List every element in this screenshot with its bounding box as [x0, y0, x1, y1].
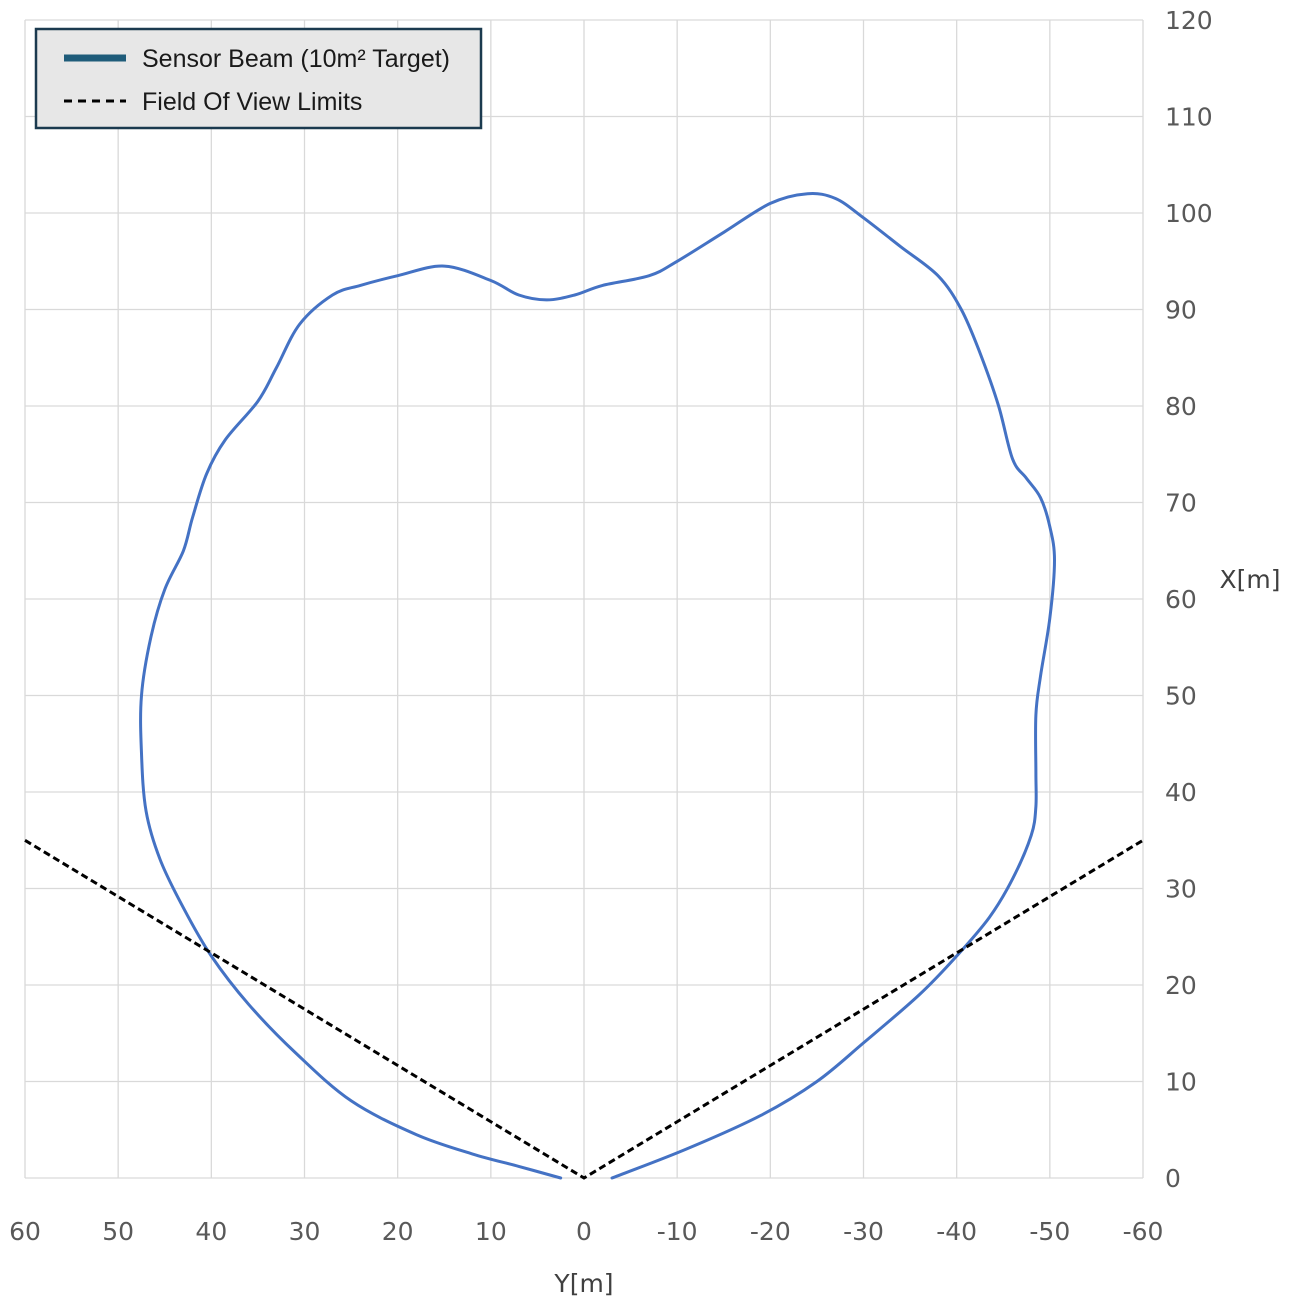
legend: Sensor Beam (10m² Target) Field Of View …: [34, 27, 483, 130]
x-tick-label: 50: [102, 1217, 134, 1246]
series-layer: [24, 192, 1144, 1180]
x-tick-label: 20: [382, 1217, 414, 1246]
x-axis-title: Y[m]: [553, 1269, 613, 1298]
x-tick-label: 60: [9, 1217, 41, 1246]
y-axis-title: X[m]: [1220, 565, 1281, 594]
x-tick-label: -60: [1123, 1217, 1164, 1246]
y-tick-label: 100: [1165, 199, 1213, 228]
x-tick-label: 40: [195, 1217, 227, 1246]
legend-label-sensor-beam: Sensor Beam (10m² Target): [142, 45, 450, 73]
y-tick-label: 20: [1165, 971, 1197, 1000]
x-tick-label: -40: [936, 1217, 977, 1246]
legend-label-fov-limits: Field Of View Limits: [142, 88, 362, 116]
y-tick-label: 120: [1165, 6, 1213, 35]
series-line-sensor-beam: [139, 192, 1056, 1180]
y-tick-label: 80: [1165, 392, 1197, 421]
grid-lines: [24, 19, 1144, 1179]
x-tick-label: -50: [1029, 1217, 1070, 1246]
x-tick-label: -30: [843, 1217, 884, 1246]
y-tick-label: 90: [1165, 296, 1197, 325]
x-tick-label: 10: [475, 1217, 507, 1246]
y-tick-label: 0: [1165, 1164, 1181, 1193]
y-tick-label: 10: [1165, 1068, 1197, 1097]
x-tick-label: -20: [750, 1217, 791, 1246]
y-tick-label: 110: [1165, 103, 1213, 132]
legend-box: [34, 27, 483, 130]
series-line-fov-limits: [24, 839, 1144, 1180]
x-tick-label: -10: [657, 1217, 698, 1246]
tick-labels: 60 50 40 30 20 10 0 -10 -20 -30 -40 -50 -60010203040…: [9, 6, 1213, 1246]
y-tick-label: 60: [1165, 585, 1197, 614]
y-tick-label: 30: [1165, 875, 1197, 904]
x-tick-label: 0: [576, 1217, 592, 1246]
y-tick-label: 70: [1165, 489, 1197, 518]
x-tick-label: 30: [289, 1217, 321, 1246]
y-tick-label: 50: [1165, 682, 1197, 711]
y-tick-label: 40: [1165, 778, 1197, 807]
